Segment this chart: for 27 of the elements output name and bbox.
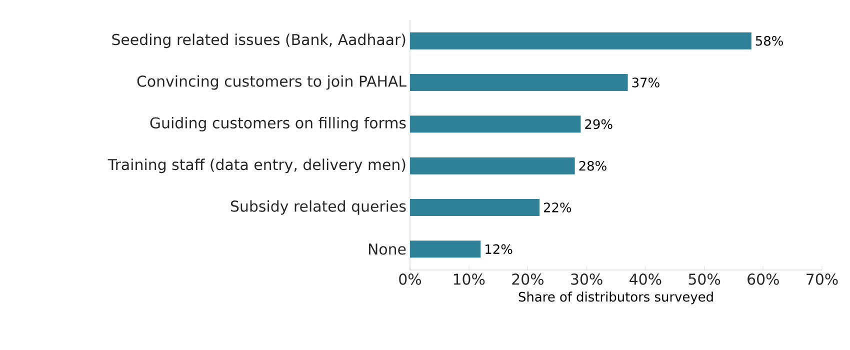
data-label: 37% bbox=[632, 78, 660, 88]
bar bbox=[410, 116, 581, 133]
y-tick-label: Subsidy related queries bbox=[230, 200, 406, 215]
y-tick-label: Convincing customers to join PAHAL bbox=[137, 75, 406, 90]
x-tick-label: 40% bbox=[630, 274, 662, 285]
data-label: 12% bbox=[486, 244, 512, 254]
x-tick-label: 10% bbox=[454, 274, 485, 285]
bar bbox=[410, 199, 540, 216]
y-tick-label: Training staff (data entry, delivery men) bbox=[108, 158, 406, 174]
data-label: 28% bbox=[579, 160, 606, 171]
data-label: 22% bbox=[544, 202, 572, 212]
y-tick-label: None bbox=[368, 244, 406, 255]
data-label: 58% bbox=[756, 36, 783, 46]
x-tick-label: 70% bbox=[806, 274, 838, 285]
y-tick-label: Seeding related issues (Bank, Aadhaar) bbox=[112, 34, 406, 48]
x-tick-label: 60% bbox=[748, 274, 779, 285]
x-tick-label: 20% bbox=[512, 274, 544, 285]
data-label: 29% bbox=[585, 119, 612, 130]
bar bbox=[410, 240, 481, 258]
x-tick-label: 30% bbox=[571, 274, 602, 285]
bar bbox=[410, 157, 575, 174]
x-tick-label: 50% bbox=[688, 274, 720, 285]
y-tick-label: Guiding customers on filling forms bbox=[150, 116, 406, 132]
x-tick-label: 0% bbox=[399, 274, 422, 285]
x-axis-title: Share of distributors surveyed bbox=[518, 292, 713, 304]
bar bbox=[410, 32, 752, 50]
bar bbox=[410, 74, 628, 91]
